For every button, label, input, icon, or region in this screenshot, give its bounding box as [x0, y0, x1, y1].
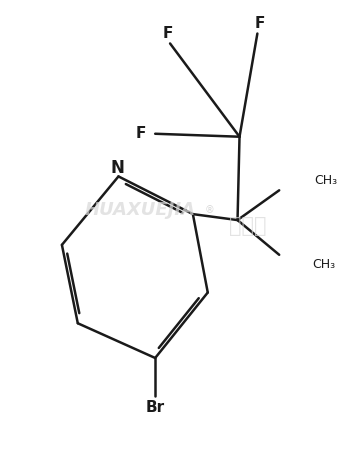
- Text: N: N: [111, 159, 124, 178]
- Text: CH₃: CH₃: [314, 174, 337, 187]
- Text: F: F: [136, 126, 146, 141]
- Text: HUAXUEJIA: HUAXUEJIA: [85, 201, 196, 219]
- Text: CH₃: CH₃: [312, 258, 335, 271]
- Text: F: F: [163, 26, 173, 41]
- Text: F: F: [254, 16, 265, 31]
- Text: ®: ®: [205, 205, 215, 215]
- Text: Br: Br: [146, 400, 165, 415]
- Text: 化学加: 化学加: [229, 216, 266, 236]
